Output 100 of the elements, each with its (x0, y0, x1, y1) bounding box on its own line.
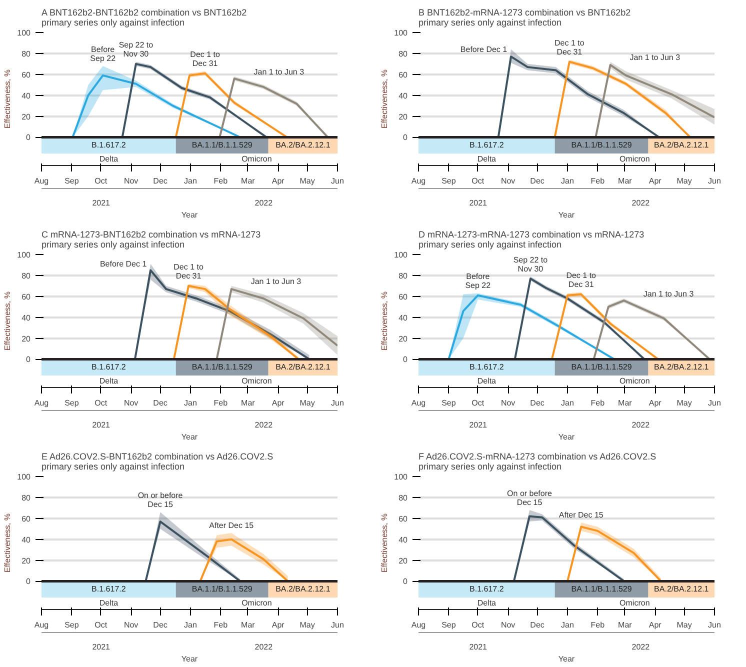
y-tick-label: 80 (398, 271, 408, 280)
x-tick-label: Jun (708, 176, 721, 186)
band-label: BA.2/BA.2.12.1 (654, 362, 710, 372)
x-tick-label: Sep (442, 176, 456, 186)
y-axis-title: Effectiveness, % (380, 513, 390, 572)
text: 2022 (632, 642, 650, 652)
series-label: Before Dec 1 (460, 44, 508, 54)
x-tick-label: Mar (241, 398, 256, 408)
x-tick-label: May (300, 620, 315, 630)
text: 2021 (469, 198, 488, 208)
x-tick-label: Dec (153, 398, 168, 408)
band-label: BA.1.1/B.1.1.529 (192, 362, 253, 372)
y-tick-label: 0 (403, 577, 408, 586)
text: 2022 (254, 198, 274, 208)
x-tick-label: Nov (500, 176, 516, 186)
x-tick-label: Nov (124, 176, 138, 186)
x-tick-label: Jun (708, 620, 721, 630)
annotation: Omicron (242, 598, 272, 608)
text: 2022 (632, 420, 650, 430)
text: D mRNA-1273-mRNA-1273 combination vs mRNA-1273 (418, 230, 644, 240)
text: C mRNA-1273-BNT162b2 combination vs mRNA-1273 (42, 230, 261, 240)
band-label: BA.2/BA.2.12.1 (276, 584, 331, 594)
x-axis-title: Year (181, 432, 198, 442)
y-tick-label: 20 (22, 334, 32, 344)
x-tick-label: Oct (472, 620, 485, 630)
band-label: BA.2/BA.2.12.1 (654, 584, 710, 594)
x-tick-label: May (676, 176, 692, 186)
y-tick-label: 60 (398, 514, 408, 524)
text: 2021 (92, 198, 111, 208)
series-label: Dec 1 to Dec 31 (554, 38, 585, 57)
x-tick-label: Sep (64, 620, 80, 630)
y-tick-label: 80 (22, 271, 32, 280)
band-label: BA.1.1/B.1.1.529 (571, 140, 632, 150)
annotation: Delta (99, 376, 119, 386)
y-tick-label: 40 (398, 91, 408, 100)
x-tick-label: Dec (530, 176, 544, 186)
x-tick-label: Mar (241, 620, 256, 630)
series-label: Sep 22 to Nov 30 (513, 255, 548, 274)
y-tick-label: 0 (26, 577, 32, 586)
x-tick-label: Jun (708, 398, 721, 408)
text: 2021 (92, 420, 111, 430)
x-tick-label: Oct (472, 398, 485, 408)
y-tick-label: 80 (22, 493, 32, 502)
band-label: B.1.617.2 (470, 584, 504, 594)
x-tick-label: Sep (442, 398, 456, 408)
text: On or before Dec 15 (138, 490, 184, 509)
x-tick-label: Dec (153, 176, 168, 186)
series-label: After Dec 15 (209, 520, 254, 530)
y-tick-label: 60 (22, 514, 32, 524)
y-tick-label: 60 (22, 292, 32, 302)
x-tick-label: Sep (64, 398, 80, 408)
chart-title: primary series only against infection (418, 240, 562, 250)
text: 2022 (632, 198, 650, 208)
x-tick-label: Feb (214, 620, 228, 630)
band-label: BA.2/BA.2.12.1 (276, 140, 331, 150)
band-label: B.1.617.2 (92, 584, 126, 594)
y-tick-label: 100 (17, 472, 32, 482)
x-tick-label: Aug (34, 620, 49, 630)
band-label: BA.1.1/B.1.1.529 (571, 584, 632, 594)
x-tick-label: May (300, 176, 315, 186)
text: 2022 (254, 642, 274, 652)
x-tick-label: May (676, 398, 692, 408)
y-axis-title: Effectiveness, % (3, 291, 12, 350)
y-tick-label: 20 (398, 556, 408, 566)
y-tick-label: 80 (398, 49, 408, 58)
x-tick-label: Dec (153, 620, 168, 630)
band-label: B.1.617.2 (470, 362, 504, 372)
x-tick-label: Dec (530, 620, 544, 630)
text: F Ad26.COV2.S-mRNA-1273 combination vs Ad26.COV2.S (418, 452, 656, 462)
x-tick-label: Jan (184, 620, 197, 630)
y-tick-label: 0 (26, 355, 32, 364)
x-tick-label: Jun (331, 398, 344, 408)
series-label: Sep 22 to Nov 30 (118, 40, 154, 59)
x-tick-label: Jun (331, 620, 344, 630)
y-tick-label: 40 (398, 535, 408, 544)
series-label: Dec 1 to Dec 31 (566, 271, 597, 290)
series-label: Jan 1 to Jun 3 (250, 276, 302, 286)
chart-title: primary series only against infection (42, 240, 185, 250)
annotation: Omicron (620, 376, 650, 386)
chart-title: primary series only against infection (42, 18, 185, 28)
y-axis-title: Effectiveness, % (3, 69, 12, 128)
x-tick-label: Nov (500, 620, 516, 630)
x-tick-label: Apr (648, 398, 662, 408)
x-tick-label: Apr (272, 620, 285, 630)
y-tick-label: 100 (17, 250, 32, 260)
series-label: After Dec 15 (558, 510, 604, 520)
x-tick-label: Aug (411, 176, 426, 186)
y-tick-label: 0 (403, 133, 408, 142)
x-tick-label: Feb (214, 398, 228, 408)
y-tick-label: 40 (22, 535, 32, 544)
band-label: BA.1.1/B.1.1.529 (192, 584, 253, 594)
annotation: Delta (477, 376, 497, 386)
x-tick-label: Jan (561, 398, 574, 408)
x-tick-label: Apr (648, 176, 662, 186)
y-tick-label: 20 (22, 556, 32, 566)
text: 2021 (92, 642, 111, 652)
y-axis-title: Effectiveness, % (380, 69, 390, 128)
y-tick-label: 40 (22, 313, 32, 322)
x-tick-label: Aug (34, 398, 49, 408)
y-tick-label: 100 (394, 472, 408, 482)
